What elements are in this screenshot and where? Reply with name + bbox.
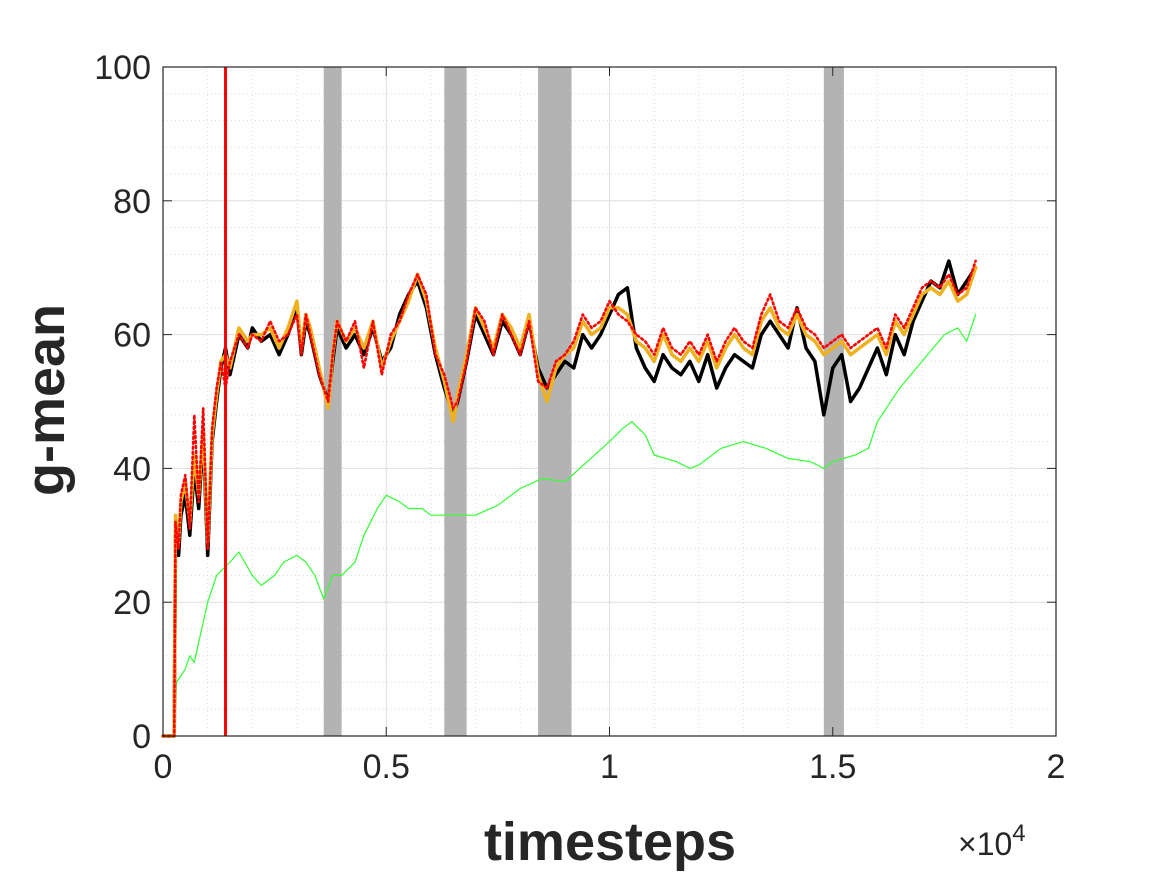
x-axis-exponent-power: 4 [1012, 820, 1025, 847]
series-line-3 [161, 265, 978, 738]
axes-frame [162, 66, 1057, 737]
x-axis-exponent: ×104 [958, 820, 1026, 862]
series-line-4 [161, 259, 977, 738]
y-tick-label: 100 [94, 49, 151, 87]
x-tick-labels: 0 0.5 1 1.5 2 [154, 748, 1066, 786]
shaded-band [823, 67, 844, 736]
shaded-band [538, 67, 572, 736]
y-tick-label: 80 [113, 183, 151, 221]
x-tick-label: 1.5 [809, 748, 856, 786]
series-line-1 [162, 313, 977, 737]
x-axis-exponent-base: ×10 [958, 826, 1012, 862]
x-tick-label: 0 [154, 748, 173, 786]
y-tick-label: 20 [113, 584, 151, 622]
y-axis-label: g-mean [16, 304, 76, 496]
y-tick-label: 60 [113, 317, 151, 355]
y-tick-label: 0 [132, 718, 151, 756]
series-lines [161, 259, 978, 738]
x-tick-label: 1 [600, 748, 619, 786]
shaded-band [323, 67, 342, 736]
x-tick-label: 2 [1047, 748, 1066, 786]
x-tick-label: 0.5 [363, 748, 410, 786]
x-axis-label: timesteps [484, 812, 736, 872]
y-tick-labels: 0 20 40 60 80 100 [94, 49, 151, 756]
y-tick-label: 40 [113, 450, 151, 488]
